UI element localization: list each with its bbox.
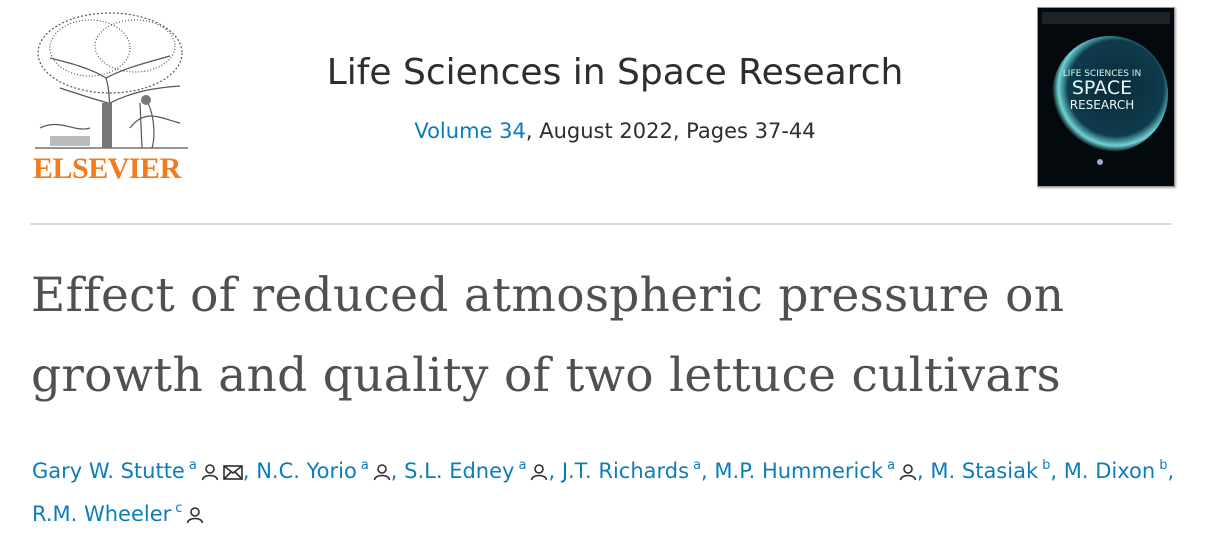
person-icon[interactable] [530,463,548,481]
separator: , [917,459,924,483]
author: Gary W. Stutte a [32,459,243,483]
affiliation-mark: b [1159,458,1168,473]
author-name[interactable]: Gary W. Stutte [32,459,185,483]
person-icon[interactable] [186,506,204,524]
author: M.P. Hummerick a [714,459,917,483]
author-list: Gary W. Stutte a, N.C. Yorio a, S.L. Edney… [32,450,1182,536]
separator: , [548,459,556,483]
author: R.M. Wheeler c [32,502,204,526]
author: M. Stasiak b [930,459,1050,483]
affiliation-mark: c [175,501,183,516]
cover-line: LIFE SCIENCES IN [1063,69,1141,79]
issue-info: , August 2022, Pages 37-44 [525,119,816,143]
author-name[interactable]: M. Dixon [1063,459,1156,483]
separator: , [390,459,398,483]
journal-link[interactable]: Life Sciences in Space Research [326,52,904,93]
article-title: Effect of reduced atmospheric pressure o… [31,268,1065,403]
volume-link[interactable]: Volume 34 [414,119,526,143]
person-icon[interactable] [899,463,917,481]
affiliation-mark: a [360,458,369,473]
separator: , [1167,459,1175,483]
person-icon[interactable] [201,463,219,481]
author-name[interactable]: M.P. Hummerick [714,459,884,483]
journal-title: Life Sciences in Space Research [220,52,1010,93]
cover-line: SPACE [1072,77,1132,99]
author: M. Dixon b [1064,459,1168,483]
affiliation-mark: a [518,458,527,473]
author-name[interactable]: M. Stasiak [930,459,1039,483]
author-name[interactable]: N.C. Yorio [256,459,357,483]
author: N.C. Yorio a [256,459,391,483]
author: S.L. Edney a [404,459,548,483]
cover-line: RESEARCH [1070,98,1134,112]
email-icon[interactable] [223,463,243,481]
affiliation-mark: b [1042,458,1051,473]
divider [30,223,1172,225]
separator: , [242,459,250,483]
author: J.T. Richards a [562,459,701,483]
publisher-name[interactable]: ELSEVIER [33,152,181,185]
publisher-logo[interactable] [30,8,192,188]
affiliation-mark: a [693,458,702,473]
journal-cover[interactable]: LIFE SCIENCES IN SPACE RESEARCH [1037,7,1175,187]
affiliation-mark: a [188,458,197,473]
affiliation-mark: a [887,458,896,473]
separator: , [1050,459,1058,483]
separator: , [701,459,708,483]
author-name[interactable]: S.L. Edney [404,459,515,483]
author-name[interactable]: J.T. Richards [561,459,690,483]
author-name[interactable]: R.M. Wheeler [32,502,172,526]
person-icon[interactable] [373,463,391,481]
issue-line: Volume 34, August 2022, Pages 37-44 [220,119,1010,143]
